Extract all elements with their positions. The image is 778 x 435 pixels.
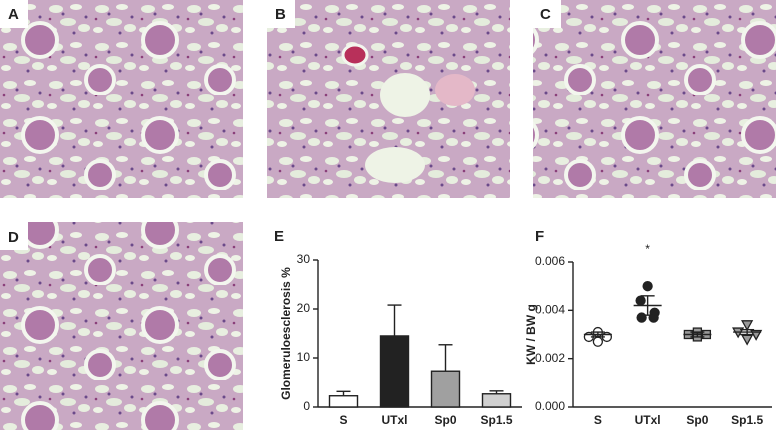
- panel-label: C: [540, 6, 551, 23]
- panel-label: B: [275, 6, 286, 23]
- y-tick-label: 0.004: [535, 303, 565, 317]
- bar: [430, 370, 461, 408]
- y-tick-label: 0: [303, 399, 310, 413]
- point: [592, 336, 604, 347]
- x-tick-label: Sp1.5: [480, 413, 512, 427]
- panel-c: C: [533, 0, 776, 198]
- point: [741, 334, 754, 346]
- panel-label: F: [535, 228, 544, 245]
- point: [741, 320, 754, 332]
- panel-label: E: [274, 228, 284, 245]
- point: [636, 312, 647, 323]
- x-tick-label: S: [339, 413, 347, 427]
- point: [648, 312, 659, 323]
- y-tick-label: 30: [297, 252, 311, 266]
- panel-label: A: [8, 6, 19, 23]
- x-tick-label: UTxl: [635, 413, 661, 427]
- y-axis-label: KW / BW g: [524, 304, 538, 365]
- annotation: *: [645, 242, 650, 256]
- x-tick-label: Sp0: [686, 413, 708, 427]
- x-tick-label: Sp1.5: [731, 413, 763, 427]
- y-axis-label: Glomeruloesclerosis %: [279, 267, 293, 400]
- y-tick-label: 10: [297, 350, 311, 364]
- x-tick-label: Sp0: [434, 413, 456, 427]
- y-tick-label: 0.000: [535, 399, 565, 413]
- point: [635, 295, 646, 306]
- bar: [328, 395, 359, 408]
- y-tick-label: 0.002: [535, 351, 565, 365]
- point: [642, 281, 653, 292]
- y-tick-label: 0.006: [535, 254, 565, 268]
- y-tick-label: 20: [297, 301, 311, 315]
- panel-b: B: [267, 0, 510, 198]
- x-tick-label: S: [594, 413, 602, 427]
- x-tick-label: UTxl: [381, 413, 407, 427]
- bar: [481, 393, 512, 408]
- panel-a: A: [0, 0, 243, 198]
- panel-d: D: [0, 222, 243, 430]
- panel-label: D: [8, 229, 19, 246]
- bar: [379, 335, 410, 408]
